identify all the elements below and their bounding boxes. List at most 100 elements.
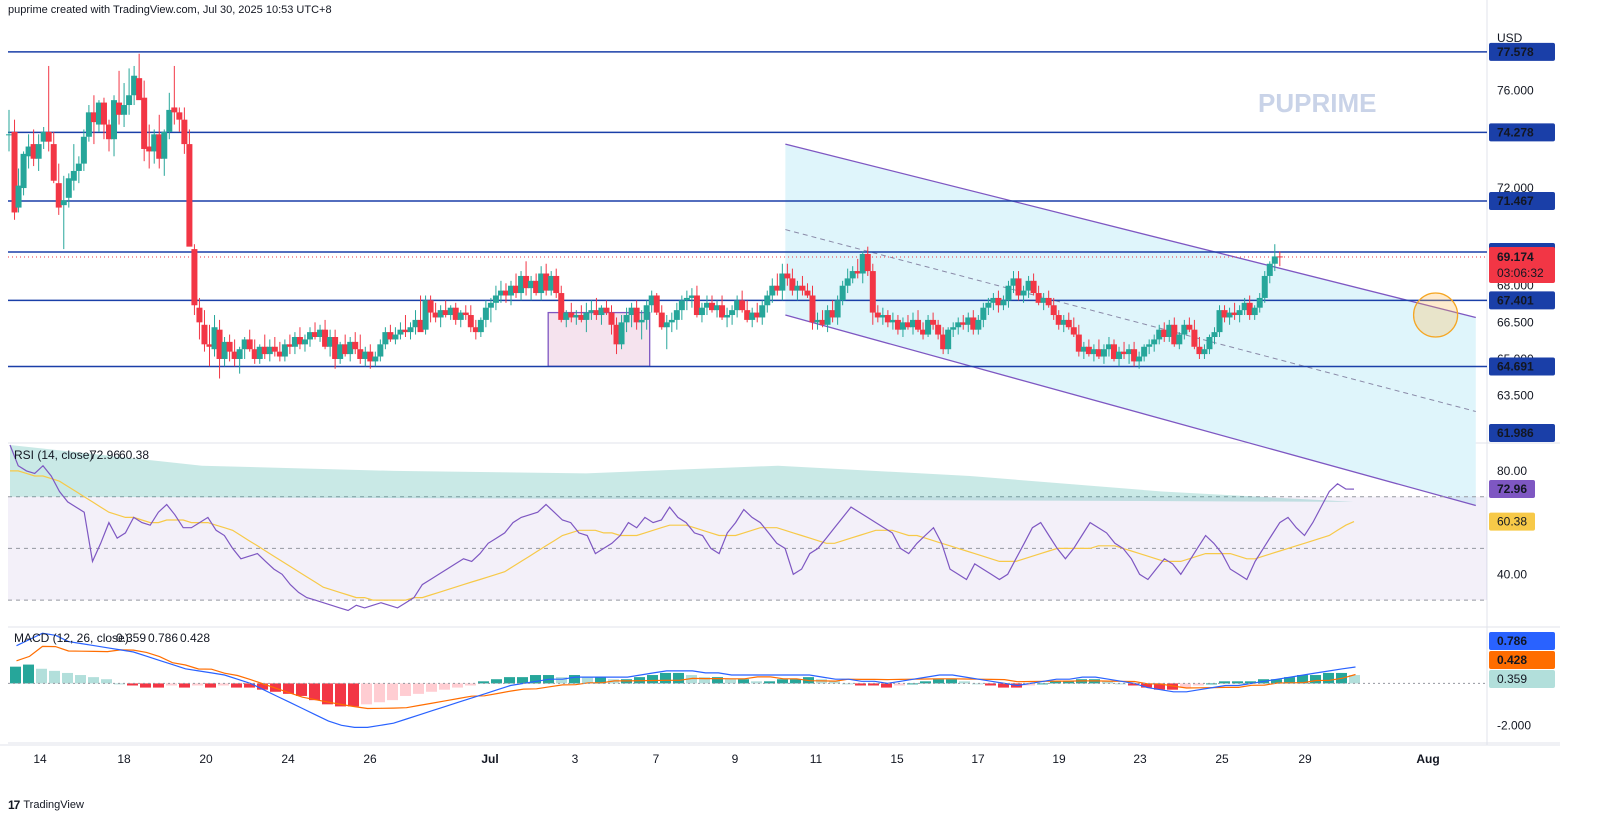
candle-body [633, 307, 640, 323]
candle-body [739, 300, 746, 311]
candle-body [80, 136, 87, 164]
candle-body [1020, 290, 1027, 296]
candle-body [1156, 329, 1163, 340]
candle-body [447, 307, 454, 316]
candle-body [20, 153, 27, 189]
candle-body [181, 119, 188, 145]
candle-body [869, 271, 876, 313]
candle-body [105, 124, 112, 140]
candle-body [261, 346, 268, 355]
macd-histogram-bar [1024, 683, 1035, 686]
macd-histogram-bar [764, 681, 775, 684]
macd-histogram-bar [595, 677, 606, 684]
candle-body [648, 295, 655, 306]
candle-body [603, 307, 610, 313]
candle-body [1131, 349, 1138, 362]
macd-histogram-bar [192, 683, 203, 686]
macd-histogram-bar [322, 683, 333, 705]
candle-body [724, 315, 731, 318]
candle-body [357, 349, 364, 359]
candle-body [583, 312, 590, 320]
candle-body [990, 297, 997, 303]
candle-body [281, 344, 288, 357]
time-tick-label: Aug [1416, 752, 1439, 766]
macd-histogram-bar [374, 683, 385, 703]
macd-histogram-bar [556, 677, 567, 684]
candle-body [35, 144, 42, 159]
candle-body [864, 253, 871, 272]
macd-histogram-bar [1323, 672, 1334, 684]
macd-histogram-bar [205, 683, 216, 688]
candle-body [151, 134, 158, 152]
candle-body [296, 337, 303, 345]
candle-body [1196, 346, 1203, 355]
candle-body [568, 312, 575, 318]
macd-line [16, 632, 1356, 728]
candle-body [121, 105, 128, 115]
candle-body [729, 310, 736, 316]
candle-body [221, 341, 228, 359]
macd-histogram-bar [218, 683, 229, 686]
candle-body [683, 297, 690, 301]
macd-histogram-bar [439, 683, 450, 690]
macd-histogram-bar [231, 683, 242, 688]
macd-histogram-bar [1349, 675, 1360, 684]
macd-histogram-bar [894, 683, 905, 686]
level-label: 77.578 [1497, 45, 1534, 59]
candle-body [367, 351, 374, 362]
level-label-bg [1489, 123, 1555, 142]
candle-body [407, 327, 414, 333]
candle-body [1161, 329, 1168, 337]
candle-body [1206, 337, 1213, 350]
price-tick-label: 63.500 [1497, 389, 1534, 403]
candle-body [925, 319, 932, 335]
macd-histogram-bar [465, 683, 476, 686]
macd-histogram-bar [10, 666, 21, 684]
candle-body [653, 295, 660, 313]
time-tick-label: Jul [481, 752, 498, 766]
candle-body [1065, 319, 1072, 328]
candle-body [980, 307, 987, 320]
candle-body [1181, 324, 1188, 335]
candle-body [588, 310, 595, 313]
candle-body [312, 332, 319, 337]
candle-body [206, 344, 213, 347]
candle-body [6, 134, 12, 136]
candle-body [60, 200, 67, 206]
tradingview-logo-icon: 17 [8, 798, 20, 812]
macd-histogram-bar [868, 683, 879, 686]
candle-body [301, 339, 308, 345]
candle-body [708, 302, 715, 311]
candle-body [1045, 297, 1052, 306]
candle-body [844, 278, 851, 286]
candle-body [643, 305, 650, 320]
candle-body [111, 100, 118, 140]
time-tick-label: 29 [1298, 752, 1312, 766]
candle-body [819, 319, 826, 325]
macd-histogram-bar [1141, 683, 1152, 688]
macd-histogram-bar [153, 683, 164, 688]
channel-mid-line [785, 229, 1476, 412]
candle-body [15, 185, 22, 208]
macd-histogram-bar [985, 683, 996, 686]
rsi-last-label: 72.96 [1497, 482, 1527, 496]
bottom-price-label: 61.986 [1497, 426, 1534, 440]
rsi-line [9, 444, 1355, 612]
candle-body [1116, 351, 1123, 359]
candle-body [472, 327, 479, 333]
candle-body [146, 146, 153, 152]
time-tick-label: 9 [732, 752, 739, 766]
candle-body [719, 305, 726, 318]
time-tick-label: 7 [653, 752, 660, 766]
candle-body [879, 315, 886, 318]
candle-body [136, 78, 143, 101]
macd-histogram-bar [907, 683, 918, 685]
candle-body [834, 300, 841, 318]
macd-signal-line [16, 645, 1356, 710]
candle-body [1090, 349, 1097, 355]
macd-histogram-bar [1193, 683, 1204, 686]
macd-histogram-bar [959, 681, 970, 684]
candle-body [874, 312, 881, 318]
candle-body [814, 319, 821, 323]
